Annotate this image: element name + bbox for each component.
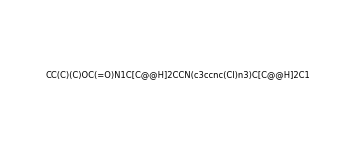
Text: CC(C)(C)OC(=O)N1C[C@@H]2CCN(c3ccnc(Cl)n3)C[C@@H]2C1: CC(C)(C)OC(=O)N1C[C@@H]2CCN(c3ccnc(Cl)n3…: [46, 70, 310, 80]
